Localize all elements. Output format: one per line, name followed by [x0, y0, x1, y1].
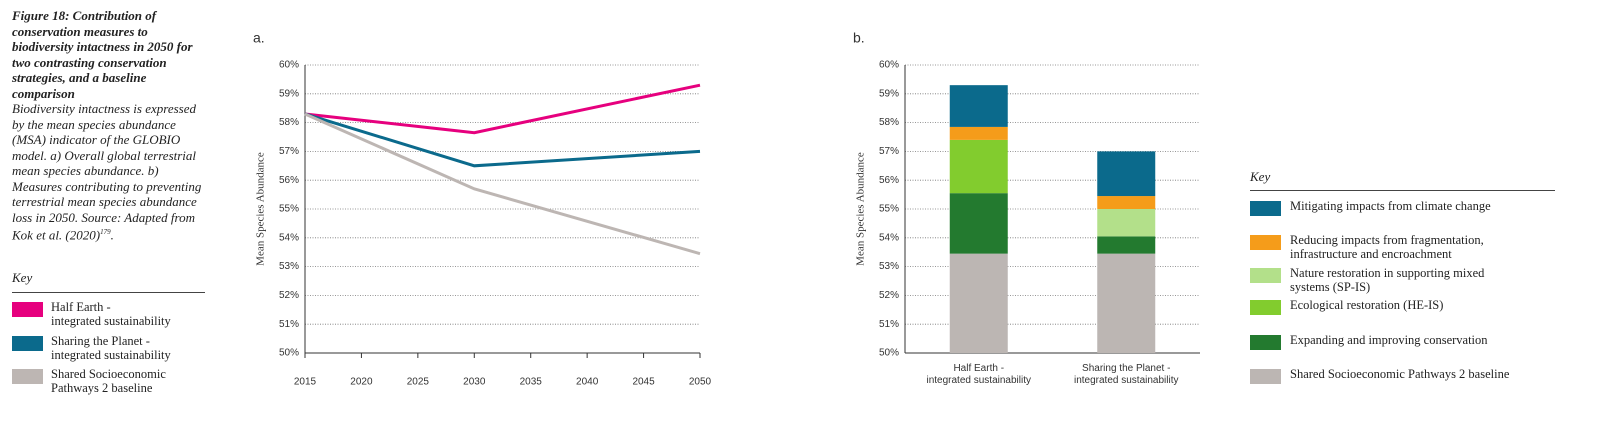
caption-body: Biodiversity intactness is expressed by …: [12, 101, 202, 243]
y-tick-label: 51%: [279, 319, 299, 330]
y-tick-label: 52%: [279, 290, 299, 301]
bar-segment: [949, 85, 1008, 127]
panel-label: a.: [253, 30, 265, 46]
legend-label: Shared Socioeconomic Pathways 2 baseline: [51, 367, 166, 395]
legend-label: Half Earth - integrated sustainability: [51, 300, 171, 328]
y-tick-label: 58%: [879, 117, 899, 128]
legend-swatch: [1250, 201, 1281, 216]
caption-end: .: [110, 227, 114, 243]
bar-segment: [1097, 209, 1156, 237]
caption: Figure 18: Contribution of conservation …: [12, 8, 210, 243]
legend-swatch: [1250, 369, 1281, 384]
y-tick-label: 54%: [279, 232, 299, 243]
bar-segment: [1097, 151, 1156, 197]
legend-swatch: [1250, 235, 1281, 250]
line-series: [304, 112, 701, 168]
legend-swatch: [12, 335, 43, 351]
y-tick-label: 60%: [879, 60, 899, 71]
legend-rule: [1250, 190, 1555, 191]
y-tick-label: 55%: [279, 204, 299, 215]
caption-reference: 179: [100, 228, 111, 236]
x-tick-label: Sharing the Planet - integrated sustaina…: [1073, 363, 1179, 386]
x-tick-label: 2020: [350, 377, 373, 388]
bar-segment: [949, 139, 1008, 194]
y-tick-label: 53%: [279, 261, 299, 272]
bar-segment: [1097, 253, 1156, 353]
panel-label: b.: [853, 30, 865, 46]
x-tick-label: 2025: [407, 377, 430, 388]
y-tick-label: 50%: [879, 348, 899, 359]
legend-rule: [12, 292, 205, 293]
y-tick-label: 50%: [279, 348, 299, 359]
x-tick-label: 2015: [294, 377, 317, 388]
y-tick-label: 56%: [279, 175, 299, 186]
x-tick-label: 2030: [463, 377, 486, 388]
bar-segment: [1097, 236, 1156, 254]
y-tick-label: 58%: [279, 117, 299, 128]
legend-title: Key: [1250, 169, 1271, 184]
bar-segment: [949, 253, 1008, 353]
y-tick-label: 60%: [279, 60, 299, 71]
legend-label: Sharing the Planet - integrated sustaina…: [51, 333, 171, 362]
x-tick-label: Half Earth - integrated sustainability: [926, 363, 1031, 386]
y-tick-label: 52%: [879, 290, 899, 301]
legend-swatch: [12, 302, 43, 317]
bar-segment: [949, 193, 1008, 254]
legend-title: Key: [12, 270, 33, 285]
legend-swatch: [12, 369, 43, 384]
x-tick-label: 2045: [632, 377, 655, 388]
legend-label: Mitigating impacts from climate change: [1290, 199, 1491, 213]
x-tick-label: 2035: [520, 377, 543, 388]
y-axis-label: Mean Species Abundance: [255, 152, 267, 266]
y-tick-label: 59%: [279, 88, 299, 99]
caption-title: Figure 18: Contribution of conservation …: [12, 8, 193, 101]
legend-label: Shared Socioeconomic Pathways 2 baseline: [1290, 367, 1510, 381]
x-tick-label: 2050: [689, 377, 712, 388]
y-tick-label: 59%: [879, 88, 899, 99]
x-tick-label: 2040: [576, 377, 599, 388]
y-tick-label: 54%: [879, 232, 899, 243]
y-tick-label: 57%: [879, 146, 899, 157]
line-series: [304, 83, 701, 135]
line-series: [304, 112, 701, 256]
y-tick-label: 53%: [879, 261, 899, 272]
bar-segment: [949, 126, 1008, 140]
legend-swatch: [1250, 300, 1281, 315]
y-tick-label: 55%: [879, 204, 899, 215]
y-tick-label: 57%: [279, 146, 299, 157]
legend-label: Ecological restoration (HE-IS): [1290, 298, 1444, 312]
legend-label: Reducing impacts from fragmentation, inf…: [1290, 233, 1484, 261]
y-tick-label: 51%: [879, 319, 899, 330]
legend-swatch: [1250, 268, 1281, 283]
legend-swatch: [1250, 335, 1281, 350]
y-axis-label: Mean Species Abundance: [855, 152, 867, 266]
legend-label: Expanding and improving conservation: [1290, 333, 1488, 347]
bar-segment: [1097, 196, 1156, 209]
legend-label: Nature restoration in supporting mixed s…: [1290, 266, 1485, 294]
y-tick-label: 56%: [879, 175, 899, 186]
